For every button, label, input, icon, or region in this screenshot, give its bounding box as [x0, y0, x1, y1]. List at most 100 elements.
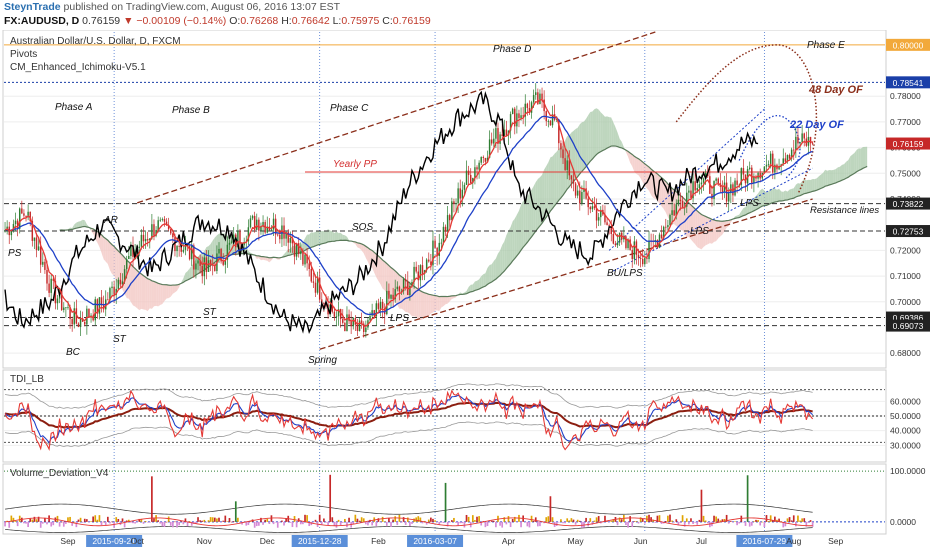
volume-bar: [629, 516, 631, 522]
price-tick-label: 0.68000: [890, 348, 921, 358]
cloud-segment: [411, 284, 415, 317]
volume-bar: [608, 521, 611, 523]
candle-body: [465, 170, 468, 185]
candle-body: [316, 277, 319, 293]
candle-body: [146, 238, 149, 241]
candle-body: [574, 183, 577, 196]
cloud-segment: [598, 109, 601, 153]
candle-body: [84, 321, 86, 325]
cloud-segment: [592, 109, 595, 160]
volume-bar: [719, 520, 722, 522]
volume-bar: [65, 521, 67, 524]
candle-body: [769, 153, 772, 165]
volume-bar: [356, 518, 359, 522]
candle-body: [570, 175, 573, 180]
candle-body: [358, 320, 361, 331]
volume-bar: [71, 521, 74, 526]
volume-bar: [797, 515, 799, 522]
volume-bar: [505, 521, 508, 525]
cloud-segment: [174, 284, 178, 293]
volume-bar: [641, 518, 644, 522]
cloud-segment: [265, 256, 268, 261]
candle-body: [386, 290, 388, 315]
cloud-segment: [831, 169, 834, 185]
volume-bar: [516, 521, 518, 523]
candle-body: [67, 307, 69, 309]
time-tick-label: Oct: [131, 536, 145, 546]
candle-body: [35, 237, 38, 251]
candle-body: [778, 166, 780, 170]
volume-bar: [511, 519, 514, 522]
volume-bar: [639, 517, 642, 522]
cloud-segment: [420, 290, 423, 321]
volume-bar: [266, 518, 269, 522]
candle-body: [591, 206, 594, 210]
published-text: published on TradingView.com, August 06,…: [63, 1, 341, 13]
volume-bar: [96, 519, 99, 522]
volume-bar: [140, 518, 143, 522]
cloud-segment: [602, 114, 605, 151]
volume-bar: [132, 521, 134, 524]
cloud-segment: [135, 268, 138, 309]
volume-bar: [792, 515, 795, 522]
volume-bar: [130, 521, 132, 523]
low-value: 0.75975: [341, 15, 380, 27]
volume-bar: [331, 517, 334, 522]
volume-bar: [159, 521, 162, 524]
volume-bar: [704, 520, 707, 522]
cloud-segment: [554, 151, 557, 206]
candle-body: [428, 259, 430, 262]
volume-bar: [448, 521, 451, 523]
candle-body: [799, 142, 801, 144]
candle-body: [312, 281, 315, 283]
volume-bar: [480, 521, 483, 526]
candle-body: [541, 93, 543, 100]
cloud-segment: [711, 219, 715, 244]
volume-bar: [117, 518, 120, 522]
volume-bar: [115, 517, 118, 522]
volume-bar: [784, 521, 787, 527]
candle-body: [396, 286, 399, 290]
volume-bar: [344, 518, 346, 522]
candle-body: [220, 248, 222, 262]
price-tick-label: 0.70000: [890, 297, 921, 307]
cloud-segment: [573, 129, 576, 182]
cloud-segment: [416, 287, 419, 320]
chart-canvas[interactable]: 0.800000.785410.780000.770000.760000.750…: [0, 30, 932, 550]
candle-body: [56, 298, 59, 304]
volume-bar: [803, 518, 806, 522]
legend-pivots: Pivots: [10, 49, 37, 60]
candle-body: [763, 166, 766, 173]
candle-body: [656, 240, 659, 248]
volume-bar: [633, 521, 636, 522]
volume-bar: [425, 521, 428, 525]
horizontal-levels: [4, 44, 885, 327]
candle-body: [675, 204, 678, 216]
cloud-segment: [858, 148, 861, 171]
cloud-segment: [649, 167, 652, 196]
cloud-segment: [338, 232, 341, 241]
candle-body: [295, 243, 298, 257]
cloud-segment: [548, 157, 551, 215]
candle-body: [218, 248, 220, 254]
volume-bar: [44, 518, 46, 522]
cloud-segment: [556, 148, 559, 204]
cloud-segment: [795, 183, 798, 197]
candle-body: [419, 265, 422, 281]
volume-bar: [419, 517, 422, 522]
volume-bar: [79, 517, 82, 522]
candle-body: [459, 188, 461, 199]
candle-body: [251, 215, 254, 219]
cloud-segment: [367, 247, 371, 267]
cloud-segment: [286, 248, 289, 257]
author-link[interactable]: SteynTrade: [4, 1, 61, 13]
price-tick-label: 0.71000: [890, 271, 921, 281]
symbol-label[interactable]: FX:AUDUSD, D: [4, 15, 80, 27]
cloud-segment: [470, 284, 473, 292]
volume-bar: [780, 521, 783, 522]
volume-bar: [153, 518, 155, 522]
volume-bar: [746, 475, 749, 522]
cloud-segment: [248, 250, 251, 255]
candle-body: [631, 250, 633, 260]
cloud-segment: [305, 234, 308, 251]
